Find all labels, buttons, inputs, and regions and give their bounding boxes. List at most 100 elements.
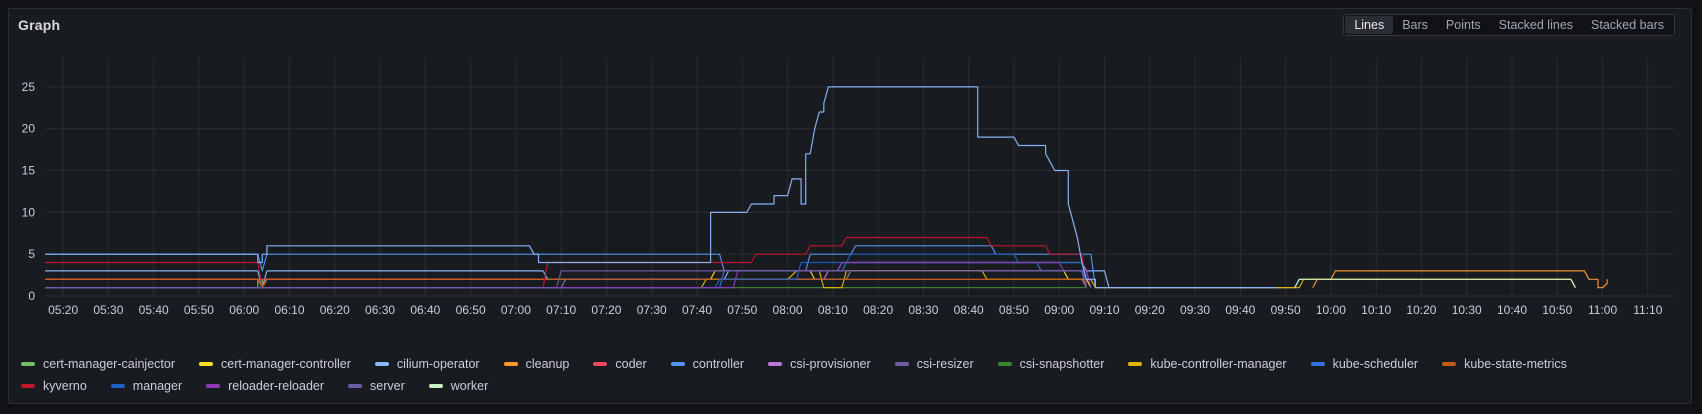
- legend-item-kube-scheduler[interactable]: kube-scheduler: [1310, 355, 1419, 373]
- legend-label: kube-scheduler: [1332, 357, 1419, 371]
- series-line-controller: [45, 245, 1096, 288]
- graph-panel: Graph Lines Bars Points Stacked lines St…: [8, 8, 1692, 404]
- legend-swatch: [1128, 362, 1143, 366]
- y-tick-label: 15: [22, 164, 36, 178]
- legend-label: cert-manager-controller: [221, 357, 351, 371]
- x-tick-label: 08:30: [908, 303, 938, 317]
- x-tick-label: 10:30: [1452, 303, 1482, 317]
- legend-label: kube-state-metrics: [1464, 357, 1567, 371]
- y-tick-label: 5: [28, 247, 35, 261]
- legend-swatch: [768, 362, 783, 366]
- legend-item-reloader-reloader[interactable]: reloader-reloader: [206, 377, 324, 395]
- legend-swatch: [997, 362, 1012, 366]
- legend-item-cert-manager-controller[interactable]: cert-manager-controller: [199, 355, 351, 373]
- x-tick-label: 08:40: [954, 303, 984, 317]
- line-chart[interactable]: 05:20 05:30 05:40 05:50 06:00 06:10 06:20 06:30…: [9, 9, 1691, 349]
- x-tick-label: 09:20: [1135, 303, 1165, 317]
- series-line-reloader-reloader: [45, 261, 1092, 289]
- legend-item-cleanup[interactable]: cleanup: [503, 355, 570, 373]
- y-tick-label: 20: [22, 122, 36, 136]
- viz-option-bars[interactable]: Bars: [1402, 18, 1428, 32]
- legend-swatch: [206, 384, 221, 388]
- x-tick-label: 05:50: [184, 303, 214, 317]
- y-tick-label: 10: [22, 205, 36, 219]
- legend-swatch: [21, 384, 35, 388]
- legend-swatch: [593, 362, 608, 366]
- x-tick-label: 06:50: [456, 303, 486, 317]
- series-line-kube-state-metrics: [45, 278, 1087, 289]
- x-tick-label: 06:20: [320, 303, 350, 317]
- legend-swatch: [1442, 362, 1457, 366]
- legend-label: worker: [450, 379, 489, 393]
- x-tick-label: 08:50: [999, 303, 1029, 317]
- legend-swatch: [199, 362, 213, 366]
- legend-label: server: [370, 379, 405, 393]
- legend-item-kube-controller-manager[interactable]: kube-controller-manager: [1128, 355, 1287, 373]
- legend-item-server[interactable]: server: [348, 377, 405, 395]
- legend-item-manager[interactable]: manager: [110, 377, 182, 395]
- legend-swatch: [348, 384, 363, 388]
- x-tick-label: 10:40: [1497, 303, 1527, 317]
- x-tick-label: 09:10: [1089, 303, 1119, 317]
- y-tick-label: 0: [28, 289, 35, 303]
- legend-label: cilium-operator: [396, 357, 480, 371]
- series-line-cert-manager-cainjector: [45, 278, 720, 289]
- x-tick-label: 06:10: [274, 303, 304, 317]
- legend-item-csi-resizer[interactable]: csi-resizer: [894, 355, 974, 373]
- x-tick-label: 07:40: [682, 303, 712, 317]
- series-line-cilium-operator: [45, 261, 1576, 289]
- legend-swatch: [1310, 362, 1325, 366]
- x-tick-label: 07:10: [546, 303, 576, 317]
- legend-label: csi-snapshotter: [1019, 357, 1105, 371]
- x-tick-label: 09:00: [1044, 303, 1074, 317]
- series-line-kube-scheduler: [45, 261, 1092, 289]
- viz-option-lines[interactable]: Lines: [1345, 16, 1394, 34]
- x-tick-label: 06:40: [410, 303, 440, 317]
- x-tick-label: 09:30: [1180, 303, 1210, 317]
- legend-label: kyverno: [43, 379, 87, 393]
- legend-label: reloader-reloader: [228, 379, 325, 393]
- legend-label: cert-manager-cainjector: [43, 357, 175, 371]
- x-tick-label: 09:40: [1225, 303, 1255, 317]
- legend-item-csi-provisioner[interactable]: csi-provisioner: [768, 355, 871, 373]
- series-line-server: [45, 270, 1087, 289]
- x-tick-label: 05:20: [48, 303, 78, 317]
- legend-swatch: [21, 362, 35, 366]
- x-tick-label: 11:00: [1588, 303, 1617, 317]
- legend-swatch: [428, 384, 443, 388]
- visualization-switcher: Lines Bars Points Stacked lines Stacked …: [1343, 14, 1675, 36]
- legend-label: controller: [692, 357, 745, 371]
- y-tick-label: 25: [22, 80, 36, 94]
- legend-swatch: [894, 362, 909, 366]
- panel-title: Graph: [18, 17, 61, 33]
- x-tick-label: 07:50: [727, 303, 757, 317]
- legend-item-worker[interactable]: worker: [428, 377, 489, 395]
- legend-swatch: [110, 384, 125, 388]
- legend-item-csi-snapshotter[interactable]: csi-snapshotter: [997, 355, 1105, 373]
- x-tick-label: 10:10: [1361, 303, 1391, 317]
- legend-item-cert-manager-cainjector[interactable]: cert-manager-cainjector: [21, 355, 175, 373]
- x-tick-label: 08:20: [863, 303, 893, 317]
- legend-label: csi-provisioner: [790, 357, 871, 371]
- x-tick-label: 11:10: [1633, 303, 1662, 317]
- x-tick-label: 06:30: [365, 303, 395, 317]
- viz-option-stacked-lines[interactable]: Stacked lines: [1498, 18, 1574, 32]
- series-line-peak: [45, 86, 1277, 289]
- viz-option-points[interactable]: Points: [1445, 18, 1481, 32]
- x-tick-label: 10:20: [1406, 303, 1436, 317]
- legend-item-kube-state-metrics[interactable]: kube-state-metrics: [1442, 355, 1567, 373]
- chart-legend: cert-manager-cainjector cert-manager-cont…: [21, 355, 1581, 395]
- legend-item-coder[interactable]: coder: [593, 355, 647, 373]
- legend-item-controller[interactable]: controller: [670, 355, 745, 373]
- viz-option-stacked-bars[interactable]: Stacked bars: [1591, 18, 1664, 32]
- legend-label: csi-resizer: [916, 357, 974, 371]
- series-line-worker: [1294, 278, 1576, 288]
- legend-item-kyverno[interactable]: kyverno: [21, 377, 87, 395]
- legend-item-cilium-operator[interactable]: cilium-operator: [374, 355, 480, 373]
- x-tick-label: 08:00: [773, 303, 803, 317]
- legend-label: cleanup: [525, 357, 570, 371]
- legend-swatch: [374, 362, 389, 366]
- x-tick-label: 10:50: [1542, 303, 1572, 317]
- x-tick-label: 07:00: [501, 303, 531, 317]
- legend-label: kube-controller-manager: [1150, 357, 1287, 371]
